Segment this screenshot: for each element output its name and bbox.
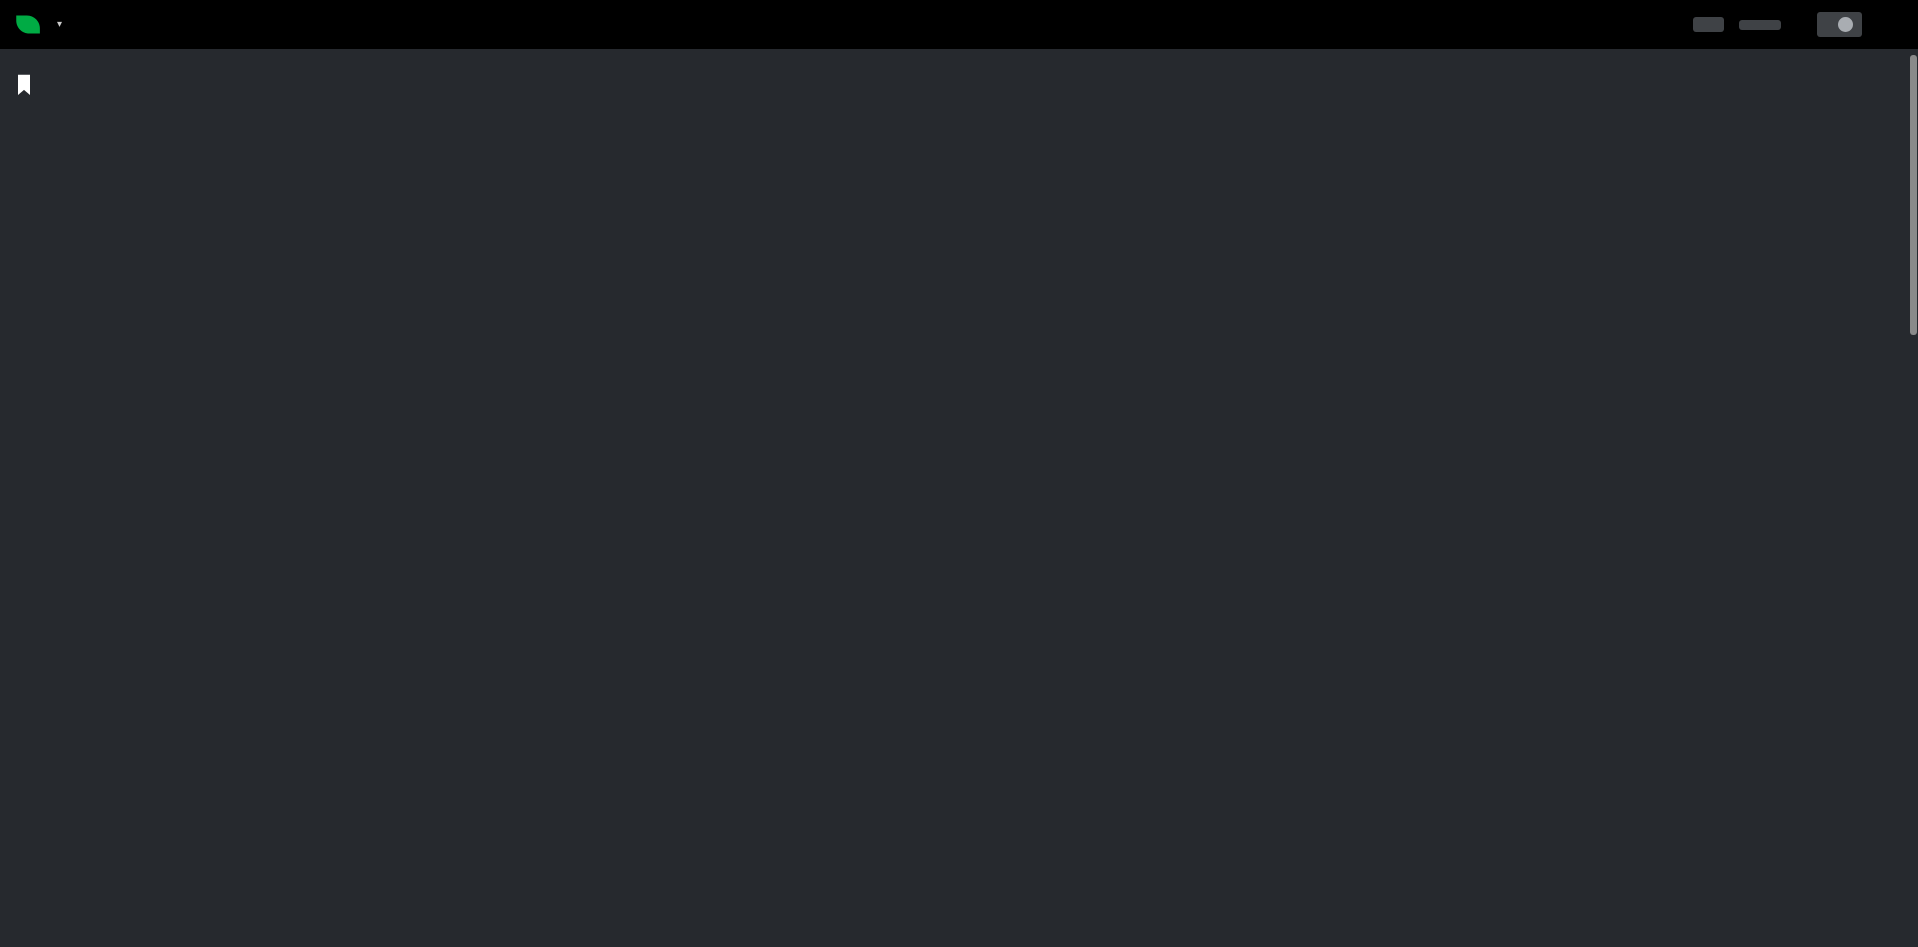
alarms-button[interactable] [1739,19,1781,30]
y-axis [26,596,72,688]
chart-controls [1570,691,1718,707]
y-axis-label [12,407,26,553]
bookmark-icon [18,74,30,95]
node-selector[interactable]: ▾ [52,19,62,30]
nodes-button[interactable] [1693,17,1724,32]
chevron-down-icon: ▾ [57,19,63,30]
gauge-cpu [611,112,911,352]
y-axis-label [12,596,26,688]
chart-legend [1570,407,1718,553]
iowait-sparkline [18,363,168,378]
update-button[interactable] [1817,12,1862,37]
gauge-disk-write [398,130,588,320]
netdata-logo-icon [14,11,41,38]
cpu-chart [12,407,1718,572]
load-chart [12,596,1718,707]
gauge-used-ram [1323,164,1473,314]
gauge-net-inbound [934,130,1124,320]
y-axis [26,407,72,553]
cpu-desc-softirq [14,382,1718,401]
page-header [12,69,1718,100]
cpu-plot-area[interactable] [72,407,1570,553]
topbar: ▾ [0,0,1918,49]
load-plot-area[interactable] [72,596,1570,688]
update-alert-badge [1838,17,1853,32]
chart-legend [1570,596,1718,688]
x-axis [72,556,1570,572]
sidebar-nav [1730,49,1918,947]
x-axis [72,691,1570,707]
gauges-row [12,124,1718,336]
cpu-desc-iowait [14,360,1718,379]
cpu-gauge-dial [641,134,881,299]
main-content [0,49,1730,947]
softirq-sparkline [18,385,168,400]
gauge-disk-read [205,130,395,320]
chart-controls [1570,556,1718,572]
sidebar-scrollbar[interactable] [1910,55,1917,335]
gauge-net-outbound [1127,130,1317,320]
